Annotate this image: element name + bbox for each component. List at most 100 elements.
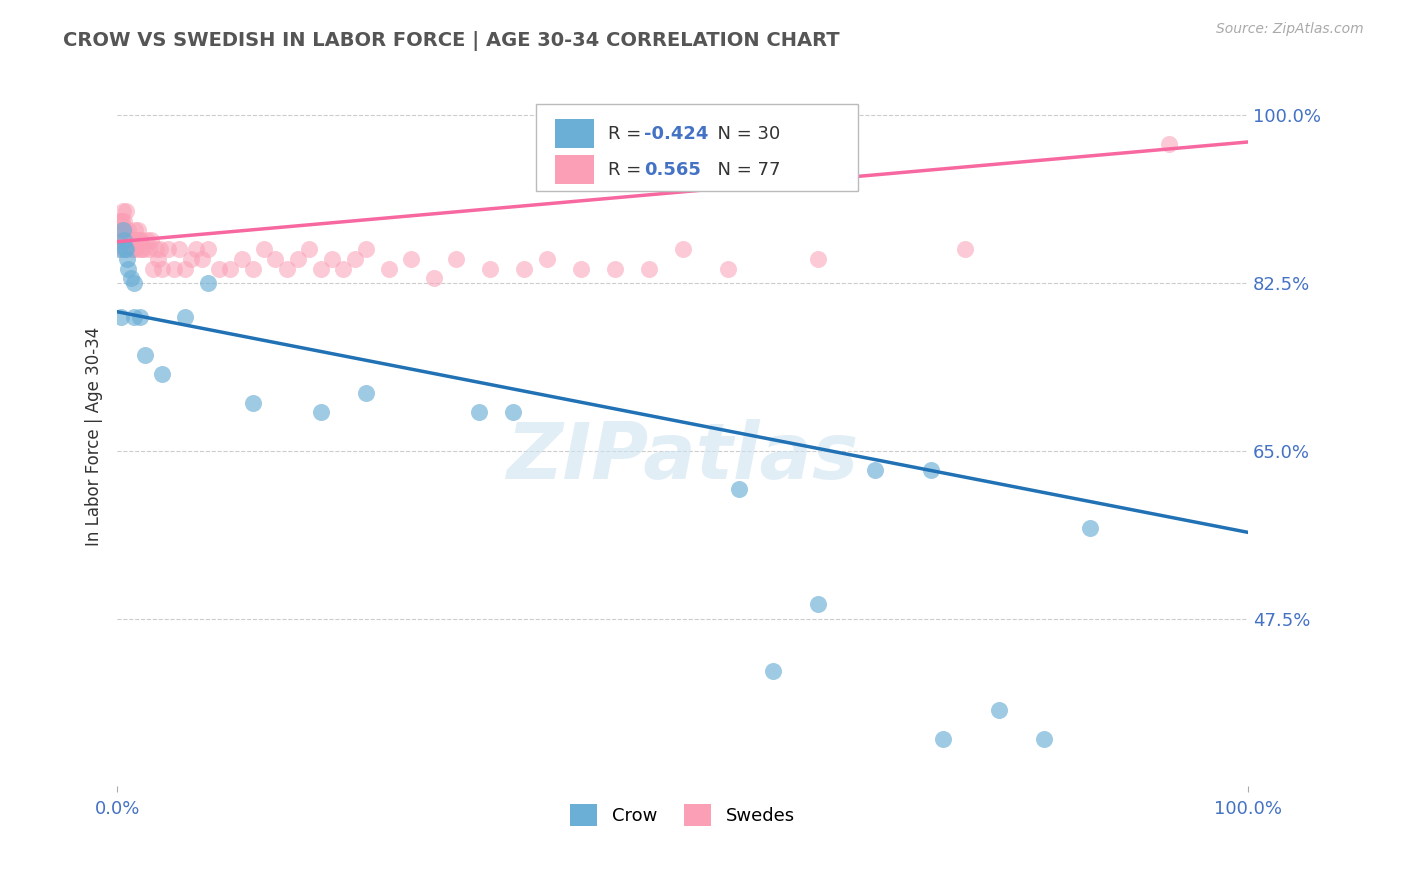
Point: [242, 261, 264, 276]
Point: [124, 233, 146, 247]
Point: [1078, 520, 1101, 534]
Point: [112, 213, 135, 227]
Point: [115, 233, 138, 247]
Point: [127, 223, 149, 237]
Point: [145, 243, 167, 257]
Text: N = 77: N = 77: [706, 161, 780, 178]
Text: -0.424: -0.424: [644, 125, 709, 143]
Point: [157, 243, 180, 257]
Point: [399, 252, 422, 266]
Point: [807, 252, 830, 266]
Point: [637, 261, 659, 276]
Point: [114, 233, 136, 247]
Point: [134, 348, 156, 362]
Point: [920, 463, 942, 477]
Point: [108, 213, 131, 227]
Point: [953, 243, 976, 257]
Point: [208, 261, 231, 276]
Point: [1157, 136, 1180, 151]
Text: R =: R =: [607, 125, 647, 143]
Point: [121, 243, 143, 257]
Point: [120, 233, 142, 247]
Point: [135, 233, 157, 247]
Point: [117, 252, 139, 266]
Point: [128, 310, 150, 324]
Point: [110, 310, 132, 324]
Point: [479, 261, 502, 276]
Point: [169, 243, 191, 257]
Point: [197, 276, 219, 290]
Point: [276, 261, 298, 276]
Point: [343, 252, 366, 266]
Point: [231, 252, 253, 266]
Point: [111, 204, 134, 219]
Point: [468, 405, 491, 419]
Point: [108, 233, 131, 247]
Point: [107, 223, 129, 237]
Point: [603, 261, 626, 276]
Text: R =: R =: [607, 161, 652, 178]
Point: [264, 252, 287, 266]
Point: [122, 276, 145, 290]
Point: [242, 396, 264, 410]
Point: [174, 261, 197, 276]
Point: [180, 252, 202, 266]
Point: [125, 243, 148, 257]
Point: [115, 204, 138, 219]
Point: [671, 243, 693, 257]
Point: [117, 233, 139, 247]
Point: [122, 310, 145, 324]
Point: [321, 252, 343, 266]
Point: [149, 243, 172, 257]
Point: [377, 261, 399, 276]
Text: Source: ZipAtlas.com: Source: ZipAtlas.com: [1216, 22, 1364, 37]
Point: [309, 261, 332, 276]
Point: [354, 243, 377, 257]
Point: [219, 261, 242, 276]
FancyBboxPatch shape: [555, 155, 595, 185]
Point: [146, 252, 169, 266]
Point: [728, 482, 751, 496]
Text: ZIPatlas: ZIPatlas: [506, 419, 859, 495]
Point: [332, 261, 354, 276]
Point: [197, 243, 219, 257]
FancyBboxPatch shape: [555, 119, 595, 148]
Point: [111, 223, 134, 237]
Point: [191, 252, 214, 266]
Point: [446, 252, 468, 266]
Point: [513, 261, 536, 276]
Point: [115, 243, 138, 257]
Point: [354, 386, 377, 401]
Point: [931, 731, 953, 746]
Point: [139, 233, 162, 247]
Point: [114, 243, 136, 257]
Point: [117, 233, 139, 247]
Text: 0.565: 0.565: [644, 161, 702, 178]
Point: [142, 261, 165, 276]
FancyBboxPatch shape: [536, 103, 858, 192]
Point: [117, 223, 139, 237]
Point: [108, 243, 131, 257]
Point: [122, 243, 145, 257]
Point: [129, 233, 152, 247]
Point: [134, 243, 156, 257]
Point: [762, 665, 785, 679]
Point: [186, 243, 208, 257]
Text: N = 30: N = 30: [706, 125, 780, 143]
Point: [110, 233, 132, 247]
Point: [569, 261, 592, 276]
Point: [128, 233, 150, 247]
Text: CROW VS SWEDISH IN LABOR FORCE | AGE 30-34 CORRELATION CHART: CROW VS SWEDISH IN LABOR FORCE | AGE 30-…: [63, 31, 839, 51]
Point: [138, 243, 160, 257]
Point: [114, 223, 136, 237]
Point: [111, 223, 134, 237]
Point: [128, 243, 150, 257]
Legend: Crow, Swedes: Crow, Swedes: [562, 797, 801, 833]
Y-axis label: In Labor Force | Age 30-34: In Labor Force | Age 30-34: [86, 326, 103, 546]
Point: [120, 271, 142, 285]
Point: [110, 213, 132, 227]
Point: [163, 261, 186, 276]
Point: [298, 243, 321, 257]
Point: [131, 243, 153, 257]
Point: [717, 261, 740, 276]
